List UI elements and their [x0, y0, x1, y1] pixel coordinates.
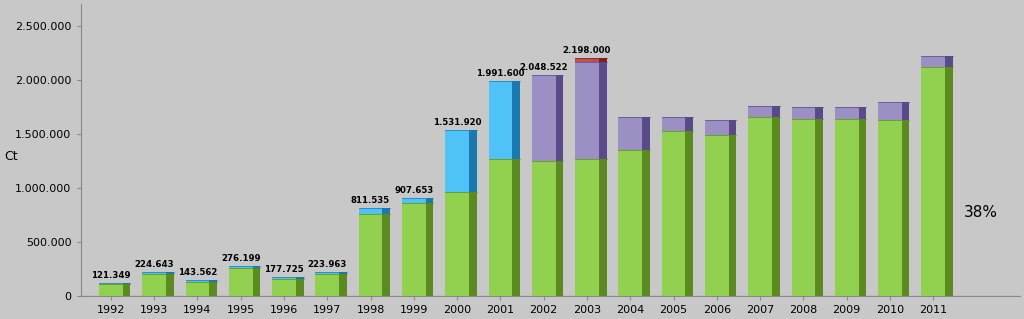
Bar — [772, 116, 779, 296]
Bar — [685, 130, 693, 296]
Bar — [512, 159, 520, 296]
Bar — [253, 268, 260, 296]
Bar — [815, 119, 823, 296]
Bar — [81, 296, 1020, 301]
Bar — [99, 285, 123, 296]
Bar — [296, 279, 303, 296]
Bar — [662, 116, 685, 130]
Bar — [922, 56, 945, 67]
Bar — [142, 274, 166, 296]
Bar — [382, 214, 390, 296]
Bar — [749, 106, 772, 116]
Bar — [642, 150, 650, 296]
Bar — [185, 280, 209, 282]
Text: 177.725: 177.725 — [264, 264, 304, 274]
Bar — [123, 283, 130, 285]
Text: 276.199: 276.199 — [221, 254, 260, 263]
Bar — [315, 274, 339, 296]
Bar — [426, 198, 433, 203]
Bar — [469, 130, 476, 192]
Text: 1.991.600: 1.991.600 — [476, 69, 524, 78]
Bar — [945, 56, 952, 67]
Bar — [575, 62, 599, 159]
Text: 223.963: 223.963 — [307, 260, 347, 269]
Bar — [705, 120, 729, 135]
Bar — [599, 58, 606, 62]
Text: 2.198.000: 2.198.000 — [563, 46, 611, 56]
Bar — [902, 120, 909, 296]
Bar — [123, 285, 130, 296]
Bar — [402, 198, 426, 203]
Bar — [642, 116, 650, 150]
Bar — [315, 271, 339, 274]
Text: 38%: 38% — [964, 205, 997, 220]
Bar — [166, 274, 174, 296]
Bar — [858, 107, 866, 119]
Bar — [662, 130, 685, 296]
Y-axis label: Ct: Ct — [4, 150, 17, 163]
Bar — [358, 214, 382, 296]
Bar — [531, 75, 556, 161]
Bar — [382, 208, 390, 214]
Bar — [858, 119, 866, 296]
Text: 907.653: 907.653 — [394, 186, 433, 195]
Bar — [902, 102, 909, 120]
Bar — [618, 150, 642, 296]
Bar — [835, 119, 858, 296]
Bar — [512, 81, 520, 159]
Bar — [792, 107, 815, 119]
Bar — [209, 280, 217, 282]
Bar — [772, 106, 779, 116]
Bar — [142, 271, 166, 274]
Bar — [575, 58, 599, 62]
Bar — [469, 192, 476, 296]
Text: 224.643: 224.643 — [134, 260, 174, 269]
Bar — [922, 67, 945, 296]
Bar — [445, 192, 469, 296]
Bar — [402, 203, 426, 296]
Bar — [618, 116, 642, 150]
Text: 143.562: 143.562 — [178, 268, 217, 277]
Bar — [426, 203, 433, 296]
Bar — [228, 266, 253, 268]
Bar — [445, 130, 469, 192]
Text: 121.349: 121.349 — [91, 271, 131, 280]
Bar — [358, 208, 382, 214]
Bar — [296, 277, 303, 279]
Bar — [209, 282, 217, 296]
Bar — [792, 119, 815, 296]
Bar — [729, 135, 736, 296]
Bar — [99, 283, 123, 285]
Bar — [339, 271, 347, 274]
Bar — [945, 67, 952, 296]
Bar — [228, 268, 253, 296]
Bar — [599, 159, 606, 296]
Bar — [575, 159, 599, 296]
Bar — [749, 116, 772, 296]
Bar — [272, 277, 296, 279]
Bar — [339, 274, 347, 296]
Bar — [556, 75, 563, 161]
Bar — [488, 159, 512, 296]
Bar — [166, 271, 174, 274]
Bar — [878, 120, 902, 296]
Bar — [488, 81, 512, 159]
Bar — [835, 107, 858, 119]
Bar — [599, 62, 606, 159]
Bar — [185, 282, 209, 296]
Bar — [815, 107, 823, 119]
Bar — [685, 116, 693, 130]
Bar — [556, 161, 563, 296]
Text: 1.531.920: 1.531.920 — [433, 118, 481, 127]
Text: 2.048.522: 2.048.522 — [519, 63, 568, 71]
Text: 811.535: 811.535 — [351, 196, 390, 205]
Bar — [878, 102, 902, 120]
Bar — [531, 161, 556, 296]
Bar — [705, 135, 729, 296]
Bar — [272, 279, 296, 296]
Bar — [253, 266, 260, 268]
Bar — [729, 120, 736, 135]
